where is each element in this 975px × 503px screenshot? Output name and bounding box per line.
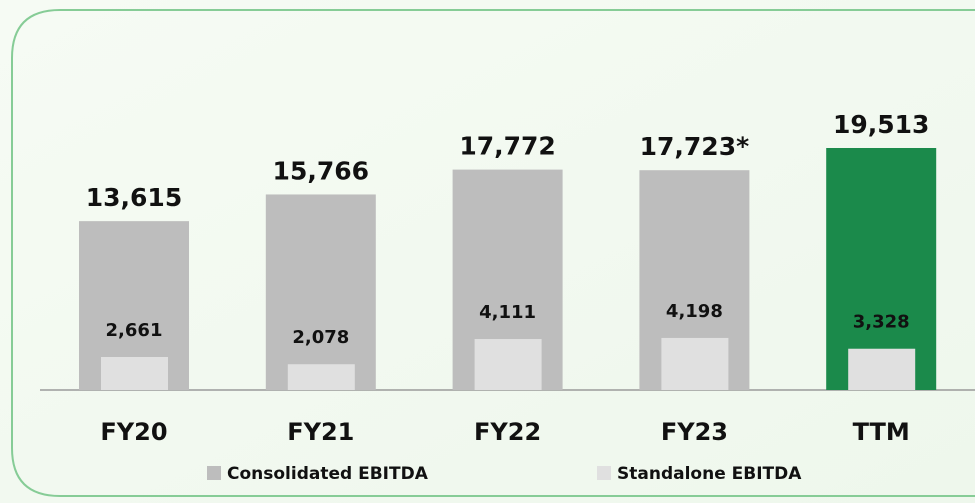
standalone-bar	[661, 337, 729, 390]
consolidated-value-label: 19,513	[833, 110, 929, 139]
legend-label: Standalone EBITDA	[617, 464, 802, 484]
consolidated-bar	[265, 194, 376, 390]
standalone-value-label: 2,661	[106, 320, 163, 341]
frame	[11, 9, 975, 497]
legend-swatch	[207, 466, 221, 480]
standalone-bar	[287, 364, 355, 390]
x-tick-label: FY23	[661, 418, 728, 446]
consolidated-value-label: 13,615	[86, 183, 182, 212]
standalone-bar	[848, 348, 916, 390]
x-tick-label: FY21	[287, 418, 354, 446]
x-tick-label: FY22	[474, 418, 541, 446]
standalone-value-label: 4,111	[479, 302, 536, 323]
consolidated-value-label: 17,723*	[640, 132, 750, 161]
x-tick-label: FY20	[100, 418, 167, 446]
standalone-bar	[474, 339, 542, 390]
standalone-value-label: 2,078	[292, 327, 349, 348]
legend-label: Consolidated EBITDA	[227, 464, 429, 484]
legend-swatch	[597, 466, 611, 480]
consolidated-value-label: 17,772	[459, 132, 555, 161]
standalone-value-label: 4,198	[666, 301, 723, 322]
x-tick-label: TTM	[853, 418, 910, 446]
standalone-value-label: 3,328	[853, 312, 910, 333]
consolidated-value-label: 15,766	[273, 156, 369, 185]
standalone-bar	[101, 356, 168, 390]
